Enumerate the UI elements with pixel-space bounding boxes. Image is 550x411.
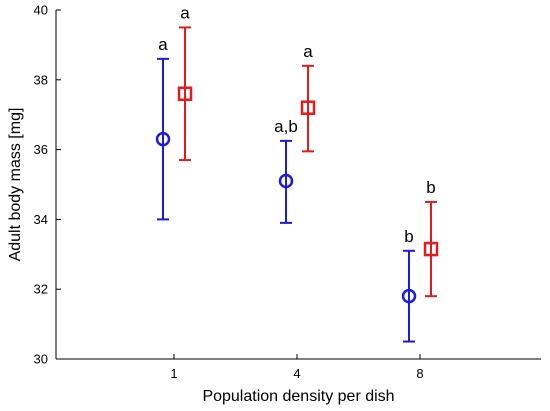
y-tick-label: 34 <box>34 212 48 227</box>
significance-label: a <box>180 3 190 22</box>
x-tick-label: 1 <box>170 366 177 381</box>
y-tick-label: 30 <box>34 352 48 367</box>
mean-marker-circle <box>155 131 171 147</box>
x-tick-label: 4 <box>293 366 300 381</box>
axes: 30 32 34 36 38 40 1 4 8 <box>34 3 541 381</box>
mean-marker-square <box>300 100 316 115</box>
y-tick-label: 32 <box>34 282 48 297</box>
significance-label: b <box>404 227 413 246</box>
mean-marker-square <box>423 241 439 257</box>
x-tick-label: 8 <box>416 366 423 381</box>
mean-marker-square <box>177 86 193 102</box>
y-axis-title: Adult body mass [mg] <box>7 108 24 262</box>
significance-label: a,b <box>274 117 298 136</box>
significance-label: b <box>426 178 435 197</box>
x-axis-title: Population density per dish <box>202 388 394 405</box>
y-tick-label: 38 <box>34 72 48 87</box>
significance-label: a <box>303 42 313 61</box>
significance-label: a <box>158 35 168 54</box>
mean-marker-circle <box>278 173 294 189</box>
y-tick-label: 36 <box>34 142 48 157</box>
y-tick-label: 40 <box>34 3 48 18</box>
mean-marker-circle <box>401 288 417 304</box>
